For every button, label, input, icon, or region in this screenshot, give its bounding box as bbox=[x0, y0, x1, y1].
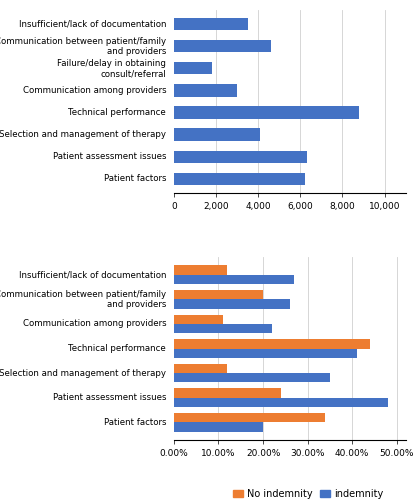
Bar bbox=[173, 388, 280, 398]
Bar bbox=[173, 150, 306, 162]
Bar bbox=[173, 18, 247, 30]
Legend: No indemnity, indemnity: No indemnity, indemnity bbox=[229, 485, 386, 500]
Bar bbox=[173, 364, 227, 373]
Bar bbox=[173, 62, 211, 74]
Bar bbox=[173, 314, 222, 324]
Bar bbox=[173, 84, 237, 96]
Bar bbox=[173, 398, 387, 407]
Bar bbox=[173, 373, 329, 382]
Bar bbox=[173, 413, 325, 422]
Bar bbox=[173, 348, 356, 358]
Bar bbox=[173, 422, 262, 432]
Bar bbox=[173, 266, 227, 274]
Bar bbox=[173, 339, 369, 348]
Bar bbox=[173, 172, 304, 184]
Bar bbox=[173, 274, 294, 284]
Bar bbox=[173, 290, 262, 300]
Bar bbox=[173, 324, 271, 334]
Bar bbox=[173, 106, 358, 118]
Bar bbox=[173, 128, 260, 140]
Bar bbox=[173, 300, 289, 308]
Bar bbox=[173, 40, 270, 52]
